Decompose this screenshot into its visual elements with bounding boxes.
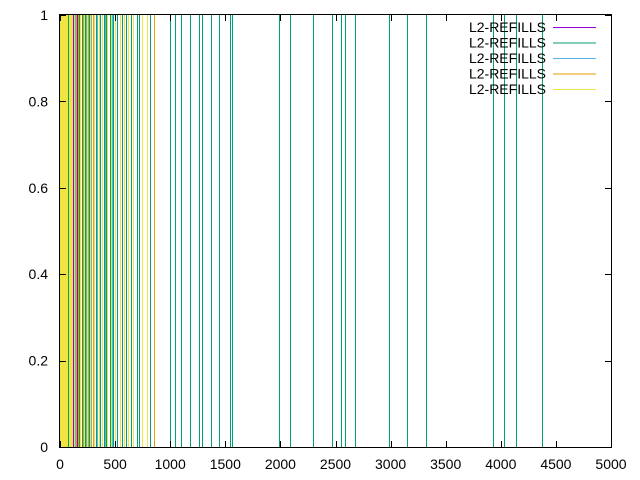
legend-label: L2-REFILLS [469, 81, 546, 97]
series-4 [64, 15, 155, 447]
legend-label: L2-REFILLS [469, 50, 546, 66]
y-tick-label: 0.4 [29, 266, 49, 282]
x-tick-labels: 0 500 1000 1500 2000 2500 3000 3500 4000 4500 5000 [56, 456, 627, 472]
legend-label: L2-REFILLS [469, 19, 546, 35]
y-tick-label: 0.6 [29, 180, 49, 196]
legend-entry: L2-REFILLS [469, 81, 596, 97]
series-lines [60, 15, 543, 447]
y-tick-label: 0.8 [29, 93, 49, 109]
y-tick-labels: 0 0.2 0.4 0.6 0.8 1 [29, 7, 49, 455]
x-tick-label: 500 [103, 456, 127, 472]
series-5 [60, 15, 148, 447]
x-tick-label: 4500 [540, 456, 571, 472]
x-tick-label: 1500 [210, 456, 241, 472]
x-tick-label: 1000 [155, 456, 186, 472]
legend-label: L2-REFILLS [469, 35, 546, 51]
legend-entry: L2-REFILLS [469, 35, 596, 51]
axis-ticks [60, 15, 612, 448]
x-tick-label: 3500 [430, 456, 461, 472]
legend-entry: L2-REFILLS [469, 19, 596, 35]
x-tick-label: 3000 [375, 456, 406, 472]
x-tick-label: 2000 [265, 456, 296, 472]
legend-entry: L2-REFILLS [469, 66, 596, 82]
y-tick-label: 0.2 [29, 353, 49, 369]
legend-entry: L2-REFILLS [469, 50, 596, 66]
legend: L2-REFILLSL2-REFILLSL2-REFILLSL2-REFILLS… [469, 19, 596, 97]
x-tick-label: 4000 [485, 456, 516, 472]
x-tick-label: 5000 [595, 456, 626, 472]
plot-border [59, 14, 612, 448]
legend-label: L2-REFILLS [469, 66, 546, 82]
y-tick-label: 0 [40, 439, 48, 455]
x-tick-label: 0 [56, 456, 64, 472]
x-tick-label: 2500 [320, 456, 351, 472]
y-tick-label: 1 [40, 7, 48, 23]
